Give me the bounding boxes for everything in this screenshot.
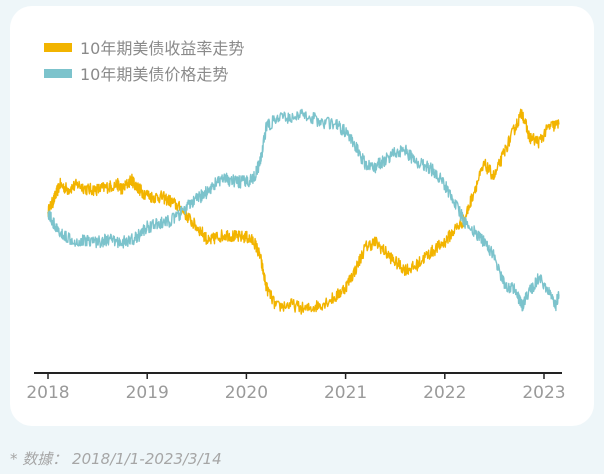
source-note: * 数據： 2018/1/1-2023/3/14 bbox=[10, 450, 222, 468]
legend-swatch-yield bbox=[44, 42, 72, 52]
legend-item-price: 10年期美债价格走势 bbox=[44, 60, 244, 86]
x-tick-label-2020: 2020 bbox=[225, 383, 268, 403]
legend-label-price: 10年期美债价格走势 bbox=[80, 65, 229, 84]
legend: 10年期美债收益率走势 10年期美债价格走势 bbox=[44, 34, 244, 86]
chart-card: 10年期美债收益率走势 10年期美债价格走势 bbox=[10, 6, 594, 426]
series-line-yield bbox=[47, 108, 560, 315]
x-tick-label-2023: 2023 bbox=[522, 383, 565, 403]
x-tick-label-2018: 2018 bbox=[26, 383, 69, 403]
legend-swatch-price bbox=[44, 68, 72, 78]
x-tick-label-2021: 2021 bbox=[324, 383, 367, 403]
x-tick-label-2022: 2022 bbox=[423, 383, 466, 403]
series-line-price bbox=[47, 108, 560, 312]
line-chart: 2018 2019 2020 2021 2022 2023 bbox=[26, 108, 566, 403]
x-tick-label-2019: 2019 bbox=[126, 383, 169, 403]
legend-item-yield: 10年期美债收益率走势 bbox=[44, 34, 244, 60]
legend-label-yield: 10年期美债收益率走势 bbox=[80, 39, 245, 58]
